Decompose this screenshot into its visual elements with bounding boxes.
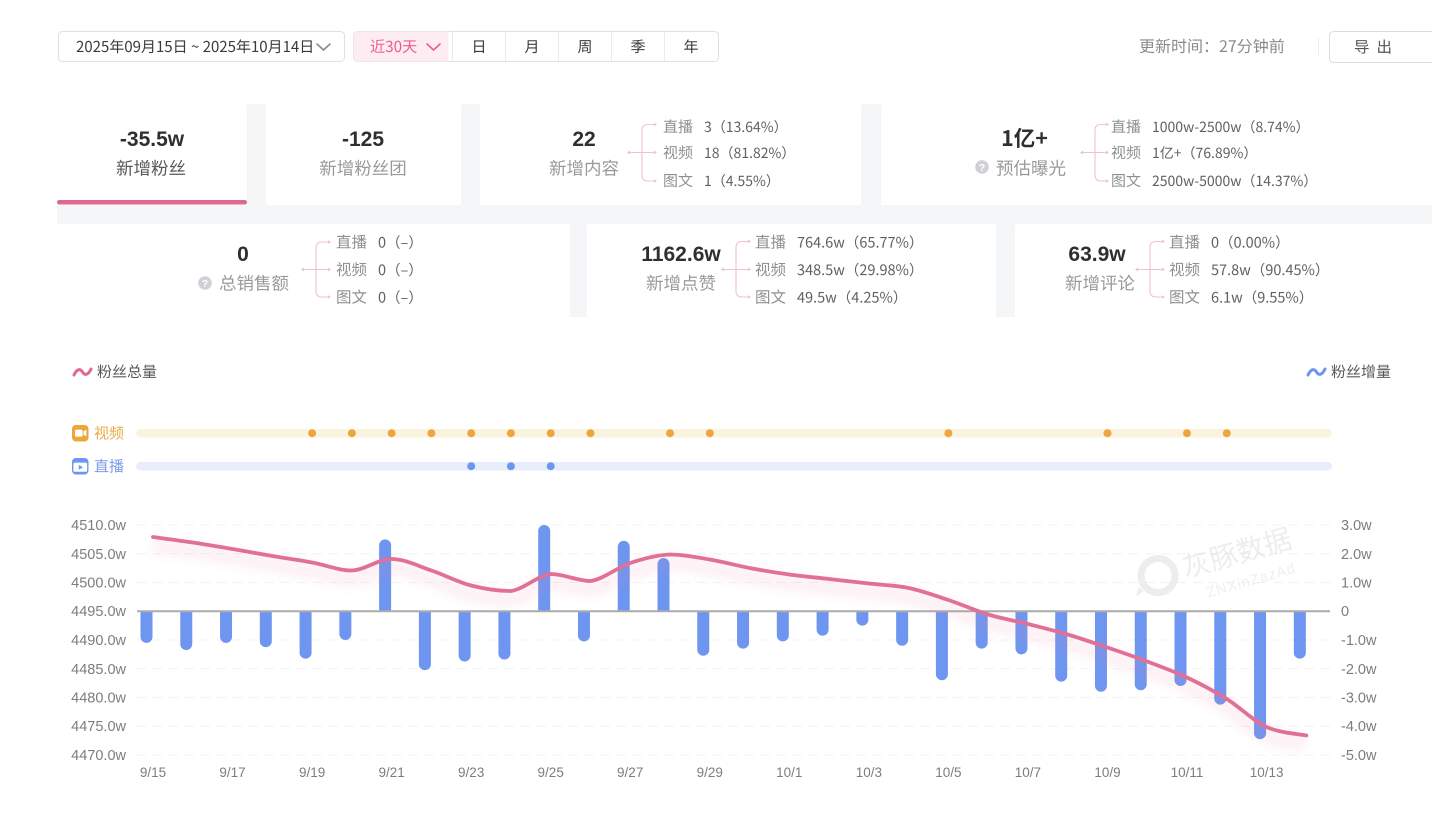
- svg-text:4490.0w: 4490.0w: [71, 633, 126, 649]
- svg-text:4510.0w: 4510.0w: [71, 518, 126, 534]
- svg-text:10/5: 10/5: [935, 765, 961, 780]
- svg-text:1162.6w: 1162.6w: [641, 243, 721, 266]
- svg-text:4500.0w: 4500.0w: [71, 576, 126, 592]
- svg-text:3.0w: 3.0w: [1341, 518, 1372, 534]
- svg-text:9/23: 9/23: [458, 765, 484, 780]
- svg-text:4485.0w: 4485.0w: [71, 662, 126, 678]
- svg-text:0: 0: [237, 243, 249, 266]
- svg-text:4470.0w: 4470.0w: [71, 748, 126, 764]
- svg-text:10/7: 10/7: [1015, 765, 1041, 780]
- svg-text:9/29: 9/29: [697, 765, 723, 780]
- svg-text:?: ?: [202, 278, 208, 290]
- svg-text:9/15: 9/15: [140, 765, 166, 780]
- svg-text:9/27: 9/27: [617, 765, 643, 780]
- svg-text:-125: -125: [342, 128, 384, 151]
- svg-text:-1.0w: -1.0w: [1341, 633, 1377, 649]
- svg-text:-2.0w: -2.0w: [1341, 662, 1377, 678]
- svg-text:9/21: 9/21: [378, 765, 404, 780]
- svg-text:4505.0w: 4505.0w: [71, 547, 126, 563]
- svg-text:2.0w: 2.0w: [1341, 547, 1372, 563]
- svg-text:-4.0w: -4.0w: [1341, 719, 1377, 735]
- svg-text:1.0w: 1.0w: [1341, 576, 1372, 592]
- svg-text:-35.5w: -35.5w: [120, 128, 185, 151]
- svg-text:4475.0w: 4475.0w: [71, 719, 126, 735]
- svg-text:10/11: 10/11: [1171, 765, 1204, 780]
- svg-text:-3.0w: -3.0w: [1341, 691, 1377, 707]
- svg-text:10/1: 10/1: [776, 765, 802, 780]
- svg-text:4480.0w: 4480.0w: [71, 691, 126, 707]
- svg-text:-5.0w: -5.0w: [1341, 748, 1377, 764]
- svg-text:10/3: 10/3: [856, 765, 882, 780]
- svg-text:9/25: 9/25: [538, 765, 564, 780]
- svg-text:9/17: 9/17: [219, 765, 245, 780]
- svg-text:10/9: 10/9: [1094, 765, 1120, 780]
- svg-text:4495.0w: 4495.0w: [71, 604, 126, 620]
- svg-text:10/13: 10/13: [1250, 765, 1284, 780]
- svg-text:9/19: 9/19: [299, 765, 325, 780]
- svg-text:22: 22: [572, 128, 595, 151]
- svg-text:?: ?: [979, 162, 985, 174]
- svg-text:63.9w: 63.9w: [1068, 243, 1126, 266]
- svg-text:0: 0: [1341, 604, 1349, 620]
